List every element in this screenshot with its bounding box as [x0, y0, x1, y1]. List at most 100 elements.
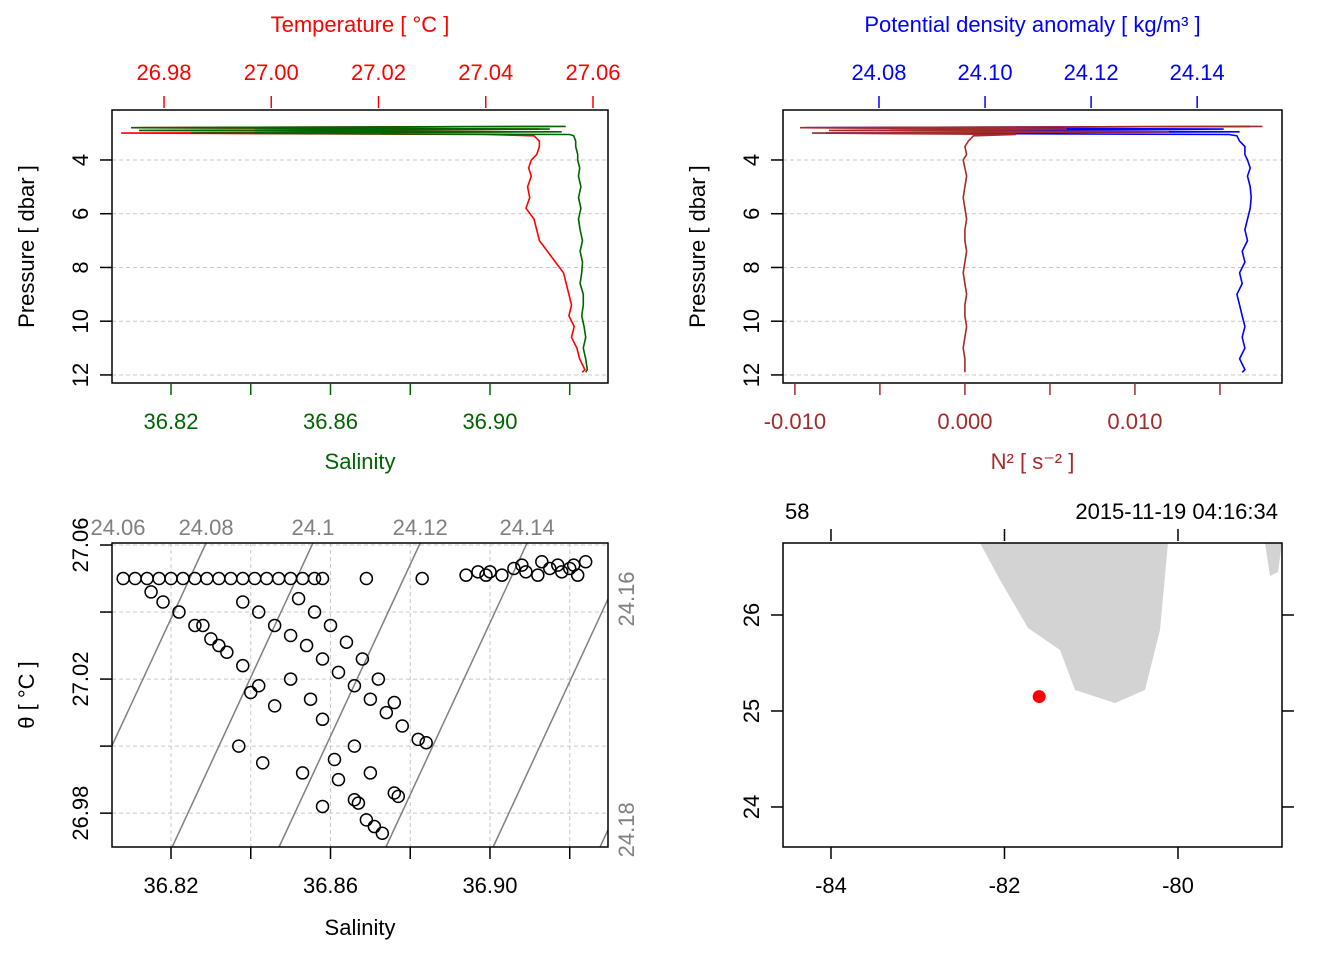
- ts-point: [459, 568, 473, 582]
- ts-point: [327, 752, 342, 767]
- tick-label: 24.14: [1170, 60, 1225, 85]
- tick-label: 27.04: [458, 60, 513, 85]
- isopycnal-label: 24.08: [179, 515, 234, 540]
- tick-label: 27.06: [565, 60, 620, 85]
- tick-label: 36.86: [303, 873, 358, 898]
- axis-title: Temperature [ °C ]: [271, 12, 450, 37]
- profile-line: [131, 125, 589, 373]
- ts-point: [323, 618, 338, 633]
- tick-label: 26.98: [68, 786, 93, 841]
- ts-point: [259, 571, 274, 586]
- tick-label: 27.00: [244, 60, 299, 85]
- ts-point: [471, 565, 485, 579]
- tick-label: 24.08: [851, 60, 906, 85]
- ts-point: [363, 766, 378, 780]
- tick-label: -0.010: [764, 409, 826, 434]
- ts-point: [315, 652, 330, 666]
- tick-label: 24: [739, 795, 764, 819]
- tick-label: -84: [815, 873, 847, 898]
- tick-label: 36.90: [462, 873, 517, 898]
- ts-point: [144, 585, 158, 599]
- ts-point: [295, 571, 310, 586]
- ts-point: [531, 568, 545, 582]
- ts-point: [128, 571, 142, 586]
- ts-point: [507, 561, 521, 576]
- tick-label: 26.98: [136, 60, 191, 85]
- ts-point: [359, 813, 374, 827]
- tick-label: 27.02: [351, 60, 406, 85]
- axis-title: Potential density anomaly [ kg/m³ ]: [864, 12, 1200, 37]
- ts-point: [267, 618, 282, 633]
- ts-point: [570, 568, 585, 582]
- station-id: 58: [785, 499, 809, 524]
- tick-label: 6: [739, 208, 764, 220]
- profile-line: [799, 125, 1263, 373]
- tick-label: 26: [739, 603, 764, 627]
- axis-title: N² [ s⁻² ]: [991, 449, 1075, 474]
- tick-label: 36.82: [143, 409, 198, 434]
- tick-label: 4: [739, 154, 764, 166]
- axis-title: Pressure [ dbar ]: [14, 165, 39, 328]
- tick-label: 6: [68, 208, 93, 220]
- isopycnal-label: 24.18: [614, 802, 639, 857]
- tick-label: 24.12: [1064, 60, 1119, 85]
- ts-point: [303, 692, 318, 706]
- tick-label: 10: [739, 309, 764, 333]
- ts-point: [140, 571, 154, 586]
- ts-point: [479, 568, 493, 582]
- land: [980, 543, 1168, 703]
- ts-point: [244, 685, 258, 700]
- plot-frame: [782, 542, 1283, 848]
- ts-point: [315, 712, 330, 727]
- isopycnal: [385, 543, 528, 847]
- ts-point: [200, 571, 214, 586]
- profile-line: [804, 125, 1253, 373]
- ts-point: [176, 571, 190, 586]
- isopycnal: [171, 543, 314, 847]
- ts-point: [212, 638, 226, 653]
- axis-title: θ [ °C ]: [14, 661, 39, 728]
- profile-line: [121, 125, 586, 373]
- ts-point: [359, 571, 374, 586]
- ts-point: [255, 756, 270, 770]
- ts-point: [283, 628, 298, 643]
- ts-point: [415, 571, 429, 586]
- tick-label: 27.06: [68, 517, 93, 572]
- isopycnal-label: 24.1: [292, 515, 335, 540]
- plot-frame: [111, 542, 609, 848]
- tick-label: 8: [739, 261, 764, 273]
- ts-point: [391, 789, 406, 804]
- ts-point: [267, 699, 282, 713]
- isopycnal: [112, 543, 207, 748]
- ts-point: [251, 605, 266, 619]
- ts-point: [236, 658, 250, 673]
- ts-point: [224, 571, 238, 586]
- isopycnal-label: 24.12: [393, 515, 448, 540]
- tick-label: 12: [739, 363, 764, 387]
- ts-point: [172, 605, 186, 619]
- ts-point: [331, 665, 346, 680]
- plot-frame: [111, 109, 609, 384]
- ts-point: [535, 555, 549, 569]
- ts-point: [515, 558, 529, 572]
- isopycnal: [492, 597, 608, 847]
- ts-point: [355, 652, 370, 666]
- ts-point: [307, 571, 322, 586]
- tick-label: 36.86: [303, 409, 358, 434]
- isopycnal: [278, 543, 421, 847]
- ts-point: [331, 772, 346, 787]
- ts-point: [347, 739, 362, 753]
- tick-label: 27.02: [68, 652, 93, 707]
- tick-label: 25: [739, 699, 764, 723]
- axis-title: Salinity: [325, 915, 396, 940]
- ts-point: [295, 766, 310, 780]
- ts-point: [236, 595, 250, 609]
- tick-label: 0.000: [937, 409, 992, 434]
- ts-point: [152, 571, 166, 586]
- ts-point: [339, 635, 354, 649]
- tick-label: -80: [1162, 873, 1194, 898]
- ts-point: [562, 561, 577, 576]
- tick-label: 0.010: [1107, 409, 1162, 434]
- ts-point: [315, 799, 330, 814]
- ts-point: [495, 568, 509, 582]
